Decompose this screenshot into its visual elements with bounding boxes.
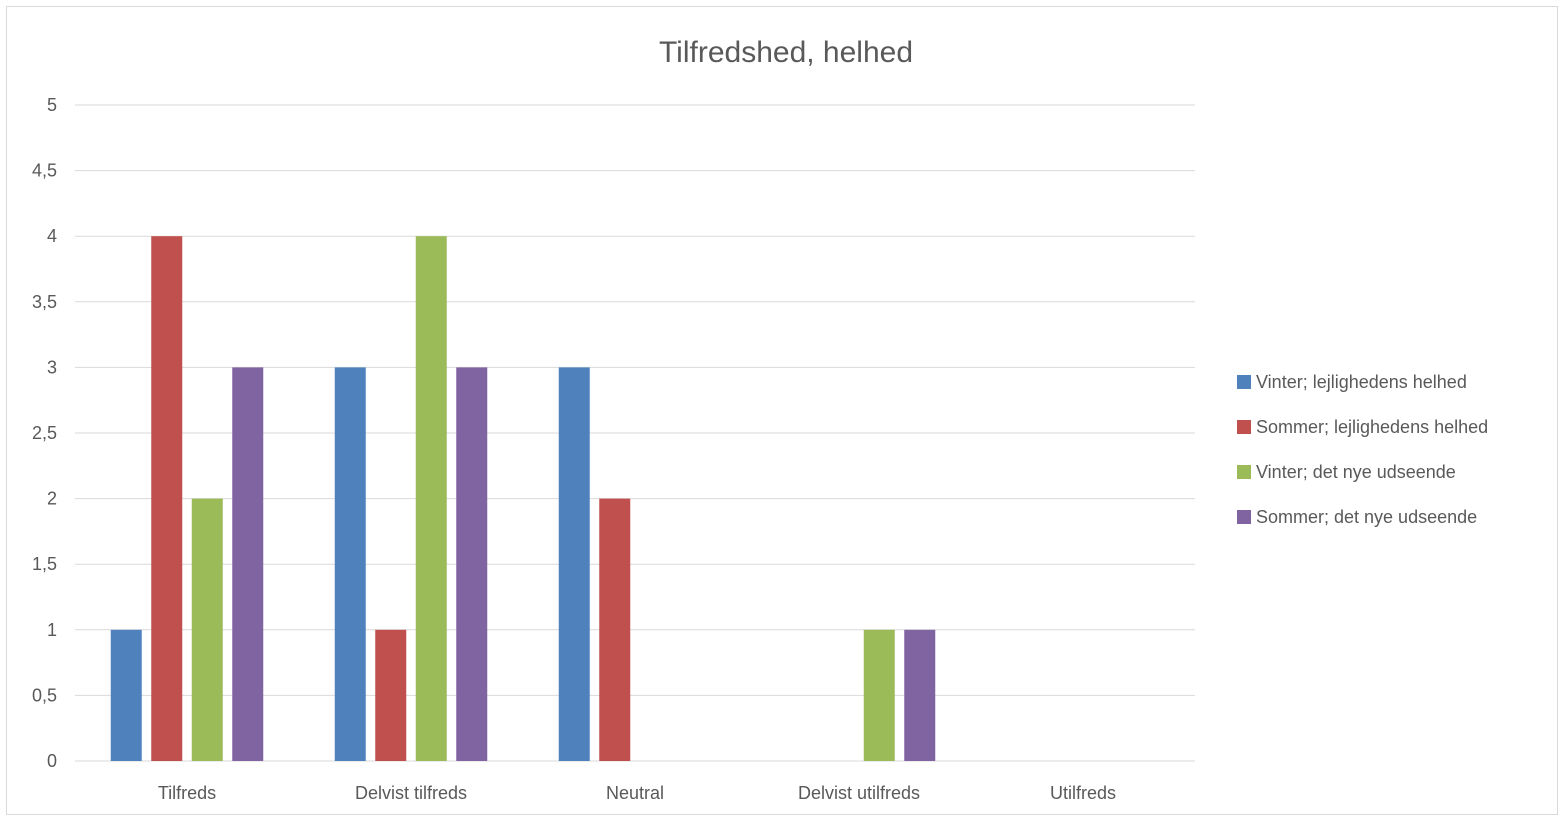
- chart-title: Tilfredshed, helhed: [659, 36, 913, 69]
- legend-label: Sommer; det nye udseende: [1256, 507, 1477, 527]
- bar: [456, 367, 488, 761]
- y-axis-ticks: 0 0,5 1 1,5 2 2,5 3 3,5 4 4,5 5: [32, 95, 57, 771]
- y-tick-label: 3: [47, 357, 57, 377]
- legend-label: Sommer; lejlighedens helhed: [1256, 417, 1488, 437]
- x-tick-label: Delvist utilfreds: [798, 783, 920, 803]
- bar: [232, 367, 264, 761]
- y-tick-label: 0: [47, 751, 57, 771]
- bar: [415, 236, 447, 761]
- y-tick-label: 1: [47, 620, 57, 640]
- bars: [110, 236, 936, 761]
- y-tick-label: 3,5: [32, 292, 57, 312]
- legend-swatch: [1237, 420, 1251, 434]
- legend-swatch: [1237, 375, 1251, 389]
- x-tick-label: Neutral: [606, 783, 664, 803]
- chart-frame: [6, 6, 1558, 815]
- bar: [599, 498, 631, 761]
- x-tick-label: Tilfreds: [158, 783, 216, 803]
- bar: [558, 367, 590, 761]
- x-axis-ticks: Tilfreds Delvist tilfreds Neutral Delvist u…: [158, 783, 1116, 803]
- bar: [375, 629, 407, 761]
- y-tick-label: 1,5: [32, 554, 57, 574]
- bar: [904, 629, 936, 761]
- y-tick-label: 2,5: [32, 423, 57, 443]
- y-tick-label: 2: [47, 489, 57, 509]
- x-tick-label: Utilfreds: [1050, 783, 1116, 803]
- bar: [334, 367, 366, 761]
- bar: [191, 498, 223, 761]
- legend: Vinter; lejlighedens helhed Sommer; lejli…: [1237, 372, 1488, 527]
- y-tick-label: 4,5: [32, 161, 57, 181]
- legend-label: Vinter; lejlighedens helhed: [1256, 372, 1467, 392]
- legend-label: Vinter; det nye udseende: [1256, 462, 1456, 482]
- y-tick-label: 0,5: [32, 685, 57, 705]
- bar: [863, 629, 895, 761]
- y-tick-label: 4: [47, 226, 57, 246]
- legend-swatch: [1237, 510, 1251, 524]
- y-tick-label: 5: [47, 95, 57, 115]
- x-tick-label: Delvist tilfreds: [355, 783, 467, 803]
- bar: [151, 236, 183, 761]
- legend-swatch: [1237, 465, 1251, 479]
- bar: [110, 629, 142, 761]
